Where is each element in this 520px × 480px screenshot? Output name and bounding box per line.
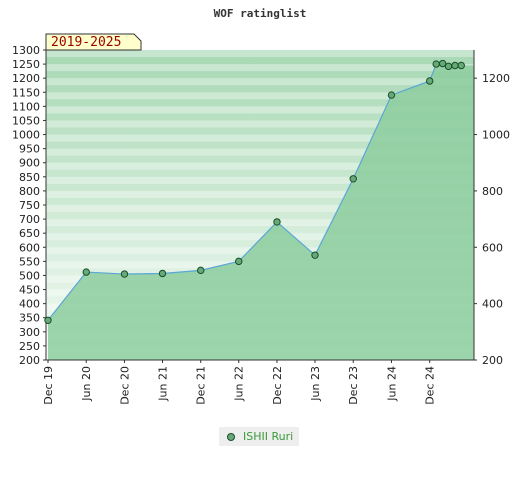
data-point	[387, 91, 396, 99]
y-tick-label-left: 900	[19, 157, 40, 170]
plot-band	[46, 233, 474, 241]
x-tick-label: Dec 20	[118, 366, 131, 405]
plot-band	[46, 162, 474, 170]
y-tick-label-left: 200	[19, 354, 40, 367]
data-point	[432, 60, 440, 68]
y-tick-label-right: 400	[482, 298, 503, 311]
y-tick-label-left: 1200	[12, 72, 40, 85]
data-point	[235, 257, 243, 266]
period-badge-shape	[45, 33, 142, 51]
series-area-fill	[48, 63, 474, 360]
data-point	[438, 59, 447, 68]
y-tick-label-left: 250	[19, 340, 40, 353]
plot-band	[46, 106, 474, 114]
y-tick-label-left: 800	[19, 185, 40, 198]
y-tick-label-left: 1000	[12, 129, 40, 142]
x-tick-label: Dec 24	[424, 366, 437, 405]
x-tick-label: Jun 24	[385, 366, 398, 402]
y-tick-label-left: 850	[19, 171, 40, 184]
data-point	[273, 218, 281, 226]
y-tick-label-right: 800	[482, 185, 503, 198]
y-tick-label-left: 1050	[12, 114, 40, 127]
y-tick-label-left: 350	[19, 312, 40, 325]
plot-band	[46, 205, 474, 213]
data-point	[82, 268, 90, 276]
y-tick-label-left: 700	[19, 213, 40, 226]
y-tick-label-left: 650	[19, 227, 40, 240]
x-tick-label: Jun 20	[80, 366, 93, 402]
plot-band	[46, 120, 474, 128]
x-tick-label: Dec 19	[42, 366, 55, 405]
legend-label: ISHII Ruri	[243, 430, 294, 443]
data-point	[426, 77, 434, 85]
y-tick-label-left: 450	[19, 284, 40, 297]
data-point	[120, 270, 129, 278]
data-point	[457, 61, 465, 70]
plot-band	[46, 64, 474, 72]
data-point	[44, 316, 52, 324]
y-tick-label-left: 1150	[12, 86, 40, 99]
y-tick-label-left: 550	[19, 255, 40, 268]
plot-band	[46, 92, 474, 100]
x-tick-label: Jun 22	[233, 366, 246, 402]
plot-band	[46, 219, 474, 227]
plot-band	[46, 50, 474, 58]
y-tick-label-left: 300	[19, 326, 40, 339]
data-point	[444, 62, 453, 71]
y-tick-label-left: 1300	[12, 44, 40, 57]
x-tick-label: Jun 21	[156, 366, 169, 402]
period-badge-label: 2019-2025	[51, 35, 121, 50]
y-tick-label-left: 1100	[12, 100, 40, 113]
plot-band	[46, 176, 474, 184]
plot-band	[46, 148, 474, 156]
x-tick-label: Dec 21	[195, 366, 208, 405]
y-tick-label-left: 950	[19, 143, 40, 156]
y-tick-label-right: 600	[482, 241, 503, 254]
legend: ISHII Ruri	[219, 427, 300, 446]
data-point	[311, 251, 319, 259]
plot-band	[46, 190, 474, 198]
data-points	[44, 59, 465, 324]
x-tick-label: Dec 22	[271, 366, 284, 405]
y-tick-label-left: 750	[19, 199, 40, 212]
legend-marker-icon	[227, 432, 235, 441]
y-tick-label-right: 200	[482, 354, 503, 367]
y-tick-label-left: 600	[19, 241, 40, 254]
y-tick-label-left: 500	[19, 269, 40, 282]
plot-band	[46, 134, 474, 142]
data-point	[158, 269, 167, 278]
y-tick-label-left: 400	[19, 298, 40, 311]
data-point	[197, 266, 205, 275]
x-tick-label: Jun 23	[309, 366, 322, 402]
axes: 2002503003504004505005506006507007508008…	[12, 44, 510, 405]
data-point	[451, 61, 459, 70]
chart-title: WOF ratinglist	[214, 7, 307, 20]
plot-band	[46, 78, 474, 86]
period-badge: 2019-2025	[45, 33, 142, 51]
y-tick-label-left: 1250	[12, 58, 40, 71]
x-tick-label: Dec 23	[347, 366, 360, 405]
data-point	[349, 175, 357, 183]
y-tick-label-right: 1200	[482, 72, 510, 85]
y-tick-label-right: 1000	[482, 129, 510, 142]
